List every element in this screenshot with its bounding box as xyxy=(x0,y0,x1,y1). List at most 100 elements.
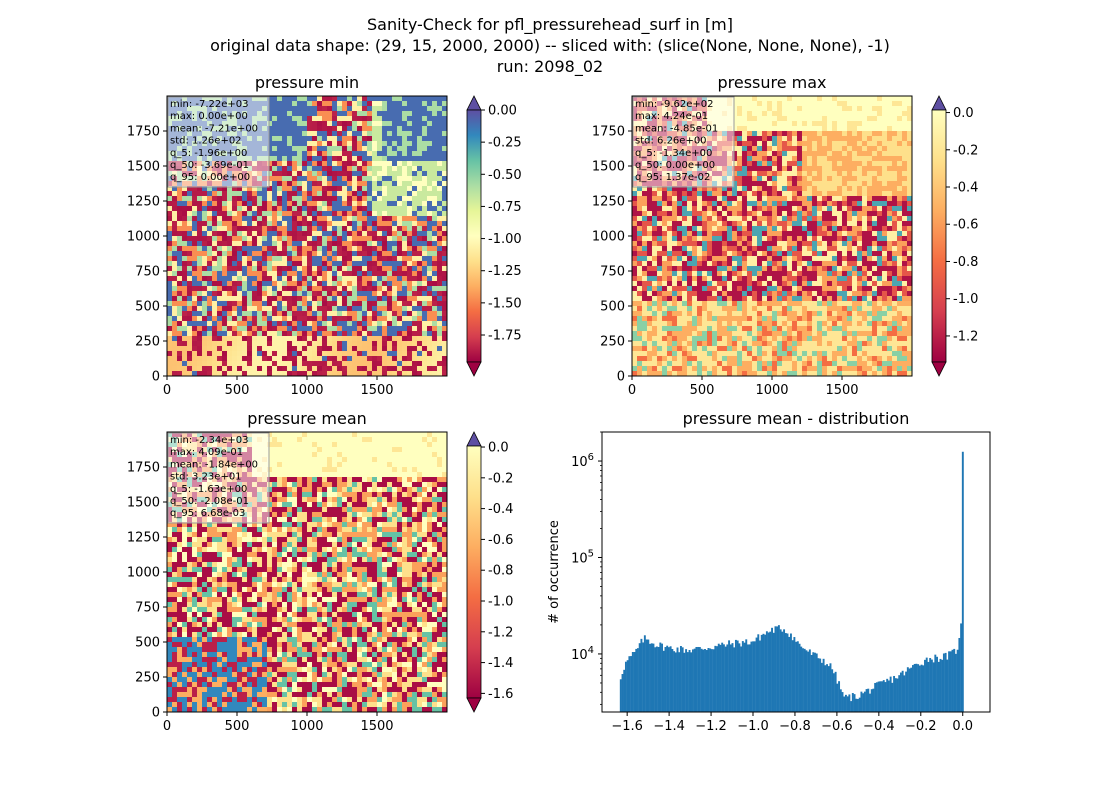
histogram-bar xyxy=(810,654,813,712)
histogram-bar xyxy=(843,696,846,712)
y-tick-label: 250 xyxy=(135,671,160,686)
histogram-bar xyxy=(717,643,720,712)
histogram-bar xyxy=(846,696,849,712)
histogram-bar xyxy=(803,648,806,712)
colorbar-extend-max xyxy=(466,95,482,111)
axes-ticks: 0 500 1000 1500 0 250 500 750 1000 1250 1500 1750 xyxy=(592,125,859,399)
histogram-bar xyxy=(860,691,863,712)
histogram-bar xyxy=(836,683,839,712)
y-tick-label: 1000 xyxy=(127,566,160,581)
y-tick-label: 0 xyxy=(152,370,160,385)
histogram-bar xyxy=(901,670,904,712)
x-tick-label: 0 xyxy=(628,383,636,398)
histogram-bar xyxy=(674,652,677,712)
histogram-bar xyxy=(930,659,933,712)
histogram-bar xyxy=(918,665,921,712)
histogram-bar xyxy=(722,644,725,712)
x-tick-label: −0.6 xyxy=(821,719,853,734)
stats-line: q_50: -3.69e-01 xyxy=(170,160,249,171)
panel-pressure-mean: pressure mean 0 500 1000 1500 0 250 500 750 1000… xyxy=(127,409,513,734)
histogram-bar xyxy=(683,652,686,712)
histogram-bar xyxy=(769,631,772,712)
histogram-bar xyxy=(692,649,694,712)
x-tick-label: −1.2 xyxy=(695,719,727,734)
histogram-bar xyxy=(772,632,775,712)
histogram-bar xyxy=(855,698,858,712)
histogram-bar xyxy=(869,693,871,712)
histogram-bar xyxy=(819,658,822,712)
histogram-bar xyxy=(719,644,722,712)
colorbar-tick-label: -0.75 xyxy=(488,200,522,215)
x-tick-label: 0 xyxy=(163,383,171,398)
colorbar-extend-max xyxy=(466,431,482,447)
histogram-bar xyxy=(953,648,956,712)
colorbar-tick-label: -1.50 xyxy=(488,296,522,311)
histogram-bar xyxy=(798,643,801,712)
stats-line: mean: -4.85e-01 xyxy=(635,123,718,134)
histogram-bar xyxy=(944,652,947,712)
histogram-bar xyxy=(894,678,897,712)
panel-title: pressure min xyxy=(255,73,359,92)
figure-title: Sanity-Check for pfl_pressurehead_surf i… xyxy=(210,15,890,77)
y-tick-label: 104 xyxy=(571,645,594,663)
histogram-bar xyxy=(741,641,744,712)
x-tick-label: 1500 xyxy=(360,383,393,398)
histogram-bar xyxy=(824,665,827,712)
histogram-bar xyxy=(666,645,669,712)
x-tick-label: 1500 xyxy=(360,719,393,734)
histogram-bar xyxy=(707,648,710,712)
panel-distribution: pressure mean - distribution −1.6 −1.4 −1.… xyxy=(547,409,991,734)
stats-line: q_5: -1.34e+00 xyxy=(635,148,712,159)
histogram-bar xyxy=(686,652,689,712)
histogram-bar xyxy=(910,667,913,712)
histogram-bar xyxy=(647,639,650,712)
figure-title-line-1: Sanity-Check for pfl_pressurehead_surf i… xyxy=(367,15,733,35)
histogram-bar xyxy=(733,647,736,712)
colorbar-tick-label: -0.2 xyxy=(953,143,978,158)
histogram-bar xyxy=(695,647,698,712)
histogram-bar xyxy=(659,642,662,712)
y-tick-label: 250 xyxy=(600,335,625,350)
histogram-bar xyxy=(817,658,820,712)
histogram-bar xyxy=(958,637,961,712)
heatmap-image xyxy=(167,432,448,713)
stats-line: q_5: -1.96e+00 xyxy=(170,148,247,159)
axes-ticks: −1.6 −1.4 −1.2 −1.0 −0.8 −0.6 −0.4 −0.2 0.0 104 10… xyxy=(571,431,973,734)
colorbar-tick-label: 0.0 xyxy=(488,441,509,456)
histogram-bar xyxy=(750,641,753,712)
histogram-bar xyxy=(738,643,741,712)
histogram-bar xyxy=(795,641,798,712)
histogram-bar xyxy=(765,631,768,712)
colorbar-tick-label: -0.6 xyxy=(488,533,513,548)
histogram-bar xyxy=(839,689,842,712)
stats-line: max: 4.24e-01 xyxy=(635,111,708,122)
histogram-bar xyxy=(903,675,906,712)
histogram-bar xyxy=(857,698,859,712)
histogram-bar xyxy=(704,649,706,712)
stats-line: min: -2.34e+03 xyxy=(170,435,249,446)
histogram-bar xyxy=(922,665,925,712)
histogram-bar xyxy=(920,664,923,712)
heatmap-image xyxy=(632,96,913,377)
stats-line: min: -9.62e+02 xyxy=(635,99,714,110)
histogram-bar xyxy=(734,639,737,712)
colorbar-tick-label: -1.00 xyxy=(488,232,522,247)
x-tick-label: 1000 xyxy=(755,383,788,398)
histogram-bar xyxy=(702,649,705,712)
histogram-bar xyxy=(829,663,832,712)
histogram-bar xyxy=(877,681,880,712)
histogram-bar xyxy=(635,648,638,712)
histogram-bar xyxy=(662,650,665,712)
histogram-bar xyxy=(927,661,930,712)
x-tick-label: 0 xyxy=(163,719,171,734)
stats-line: max: 4.09e-01 xyxy=(170,447,243,458)
y-tick-label: 500 xyxy=(135,636,160,651)
histogram-bar xyxy=(767,632,770,712)
colorbar-gradient xyxy=(466,109,482,363)
histogram-bar xyxy=(714,645,717,712)
histogram-bar xyxy=(698,647,701,712)
colorbar-gradient xyxy=(466,445,482,699)
stats-line: q_50: 0.00e+00 xyxy=(635,160,715,171)
colorbar-extend-max xyxy=(931,95,947,111)
